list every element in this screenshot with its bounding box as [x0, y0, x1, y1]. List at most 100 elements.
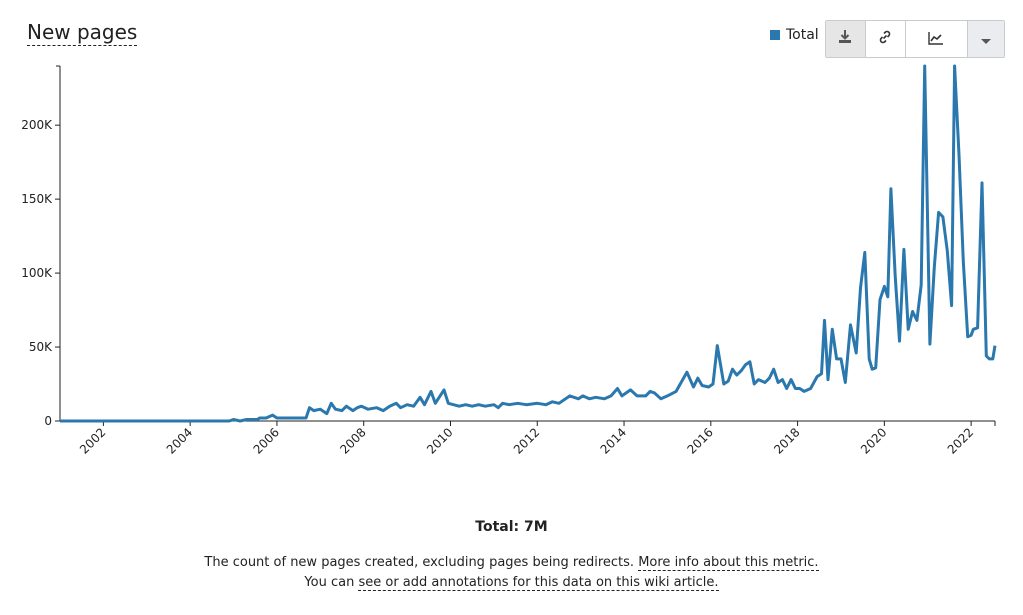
data-point [419, 396, 422, 399]
data-point [356, 406, 359, 409]
data-point [831, 328, 834, 331]
data-point [558, 402, 561, 405]
data-point [933, 266, 936, 269]
data-point [790, 378, 793, 381]
x-tick-label: 2010 [424, 425, 455, 456]
data-point [59, 420, 62, 423]
data-point [659, 397, 662, 400]
data-point [603, 397, 606, 400]
data-point [911, 310, 914, 313]
data-point [768, 377, 771, 380]
x-tick-label: 2022 [945, 425, 976, 456]
data-point [727, 380, 730, 383]
data-point [716, 344, 719, 347]
data-point [781, 378, 784, 381]
data-point [701, 384, 704, 387]
data-point [653, 391, 656, 394]
data-point [271, 414, 274, 417]
data-point [966, 335, 969, 338]
data-point [544, 403, 547, 406]
download-icon [837, 29, 853, 49]
x-tick-label: 2008 [337, 425, 368, 456]
chart-options-dropdown[interactable] [968, 21, 1004, 57]
data-point [816, 375, 819, 378]
data-point [312, 409, 315, 412]
x-tick-label: 2014 [598, 425, 629, 456]
data-point [443, 388, 446, 391]
y-tick-label: 150K [21, 192, 53, 206]
legend-swatch-total [770, 30, 780, 40]
data-point [492, 403, 495, 406]
line-chart-icon [928, 30, 944, 49]
chart-type-button[interactable] [906, 21, 969, 57]
data-point [777, 381, 780, 384]
data-point [341, 409, 344, 412]
y-tick-label: 50K [29, 340, 53, 354]
data-point [920, 283, 923, 286]
data-point [477, 403, 480, 406]
data-point [594, 396, 597, 399]
data-point [923, 65, 926, 68]
data-point [258, 417, 261, 420]
data-point [889, 187, 892, 190]
data-point [883, 285, 886, 288]
data-point [588, 397, 591, 400]
data-point [275, 417, 278, 420]
data-point [798, 387, 801, 390]
data-point [484, 405, 487, 408]
x-axis: 2002 2004 2006 2008 2010 2012 2014 2016 2018 2020… [60, 420, 996, 457]
total-label: Total: 7M [475, 519, 548, 535]
download-button[interactable] [826, 21, 866, 57]
data-point [827, 378, 830, 381]
data-point [471, 405, 474, 408]
y-axis: 0 50K 100K 150K 200K [21, 65, 61, 428]
data-point [962, 260, 965, 263]
data-point [399, 406, 402, 409]
data-point [629, 388, 632, 391]
data-point [395, 402, 398, 405]
description-text: The count of new pages created, excludin… [204, 555, 635, 570]
data-point [345, 405, 348, 408]
data-point [334, 408, 337, 411]
data-point [753, 383, 756, 386]
y-tick-label: 200K [21, 118, 53, 132]
data-point [794, 387, 797, 390]
data-point [722, 383, 725, 386]
data-point [308, 406, 311, 409]
data-point [265, 417, 268, 420]
data-point [685, 371, 688, 374]
data-point [928, 343, 931, 346]
data-point [994, 344, 997, 347]
data-point [946, 249, 949, 252]
data-point [970, 334, 973, 337]
data-point [757, 378, 760, 381]
data-point [464, 403, 467, 406]
chart-toolbar [825, 20, 1005, 58]
data-point [649, 390, 652, 393]
data-point [879, 298, 882, 301]
data-point [360, 405, 363, 408]
data-point [985, 354, 988, 357]
x-tick-label: 2012 [511, 425, 542, 456]
data-point [245, 418, 248, 421]
data-point [972, 328, 975, 331]
data-point [675, 390, 678, 393]
data-point [577, 397, 580, 400]
data-point [458, 405, 461, 408]
annotations-link[interactable]: see or add annotations for this data on … [358, 575, 719, 591]
data-point [497, 406, 500, 409]
caret-down-icon [981, 30, 992, 49]
data-point [863, 251, 866, 254]
data-point [351, 409, 354, 412]
data-point [508, 403, 511, 406]
data-point [991, 357, 994, 360]
data-point [447, 402, 450, 405]
copy-link-button[interactable] [866, 21, 906, 57]
data-point [894, 275, 897, 278]
metric-info-link[interactable]: More info about this metric. [638, 555, 819, 571]
data-point [525, 403, 528, 406]
data-point [823, 319, 826, 322]
chart-title[interactable]: New pages [27, 20, 138, 46]
data-point [228, 420, 231, 423]
data-point [712, 383, 715, 386]
